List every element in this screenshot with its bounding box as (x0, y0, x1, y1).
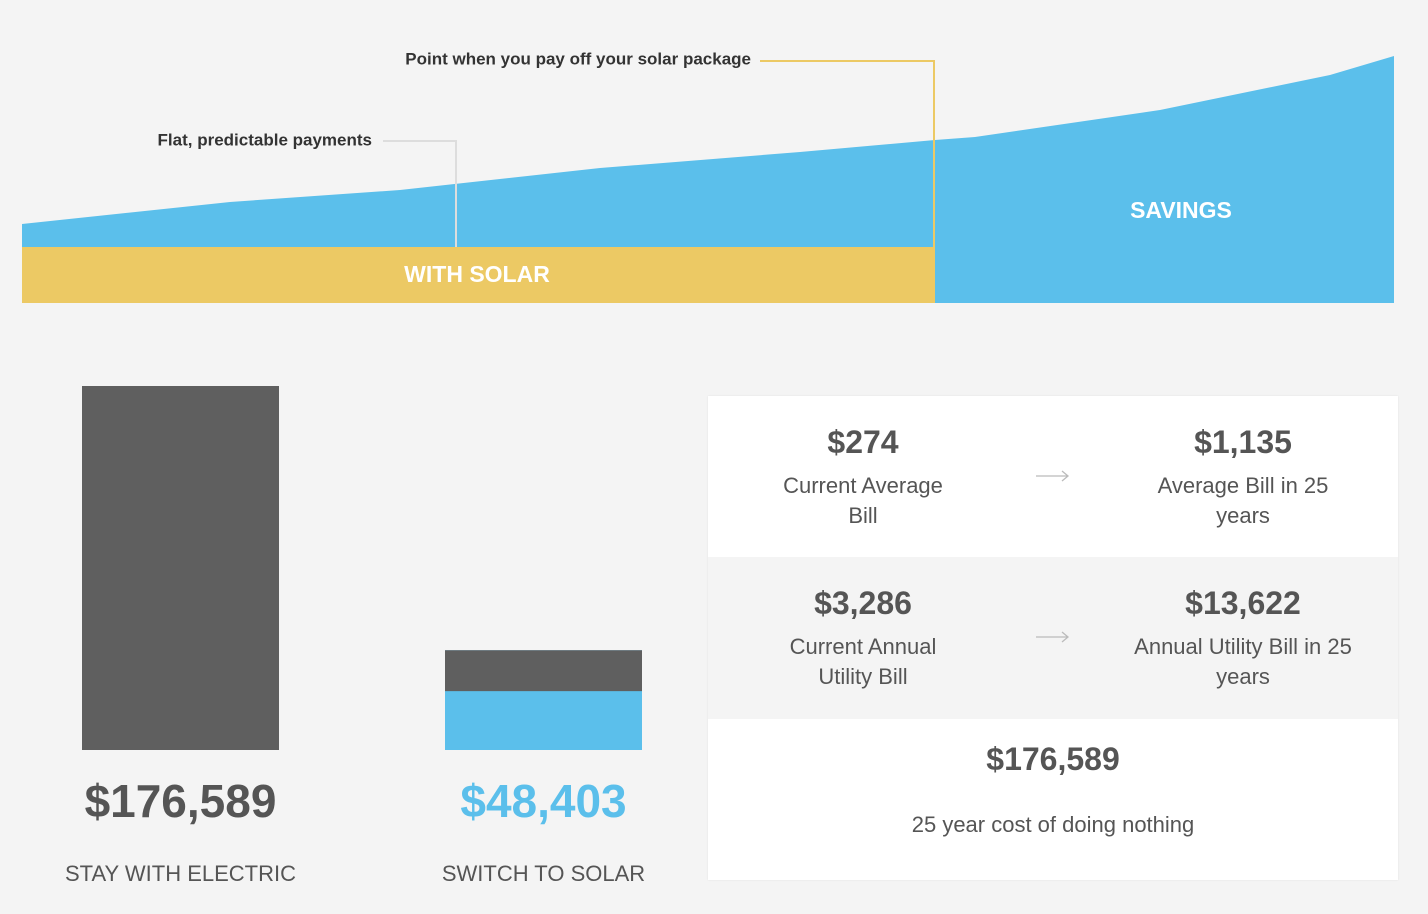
bar-label: STAY WITH ELECTRIC (65, 861, 296, 886)
summary-row: $3,286 Current Annual Utility Bill $13,6… (708, 557, 1398, 719)
flat-annotation: Flat, predictable payments (158, 130, 372, 149)
amount: $1,135 (1194, 424, 1292, 460)
bar (82, 386, 279, 750)
with-solar-label: WITH SOLAR (404, 261, 550, 287)
amount: $3,286 (814, 585, 912, 621)
bar-value: $176,589 (85, 775, 277, 827)
total-label: 25 year cost of doing nothing (911, 812, 1195, 837)
summary-cell: $176,589 25 year cost of doing nothing (708, 741, 1398, 840)
summary-cell: $274 Current Average Bill (763, 424, 963, 531)
amount: $13,622 (1185, 585, 1301, 621)
summary-cell: $1,135 Average Bill in 25 years (1123, 424, 1363, 531)
summary-panel: $274 Current Average Bill $1,135 Average… (708, 396, 1398, 880)
payoff-leader (760, 60, 935, 247)
amount-label: Current Average Bill (783, 473, 943, 528)
amount-label: Average Bill in 25 years (1157, 473, 1329, 528)
savings-label: SAVINGS (1130, 197, 1232, 223)
arrow (1036, 470, 1070, 482)
payoff-annotation: Point when you pay off your solar packag… (405, 49, 751, 68)
arrow (1036, 631, 1070, 643)
bar-value: $48,403 (460, 775, 626, 827)
solar-band (22, 247, 935, 303)
savings-area (22, 56, 1394, 303)
amount: $274 (827, 424, 899, 460)
bar-cap (445, 650, 642, 692)
amount-label: Annual Utility Bill in 25 years (1134, 634, 1352, 689)
amount-label: Current Annual Utility Bill (789, 634, 937, 689)
summary-cell: $3,286 Current Annual Utility Bill (763, 585, 963, 692)
bar-label: SWITCH TO SOLAR (442, 861, 645, 886)
summary-cell: $13,622 Annual Utility Bill in 25 years (1123, 585, 1363, 692)
total-amount: $176,589 (986, 741, 1120, 777)
summary-total: $176,589 25 year cost of doing nothing (708, 719, 1398, 880)
flat-leader (383, 140, 457, 247)
summary-row: $274 Current Average Bill $1,135 Average… (708, 396, 1398, 557)
